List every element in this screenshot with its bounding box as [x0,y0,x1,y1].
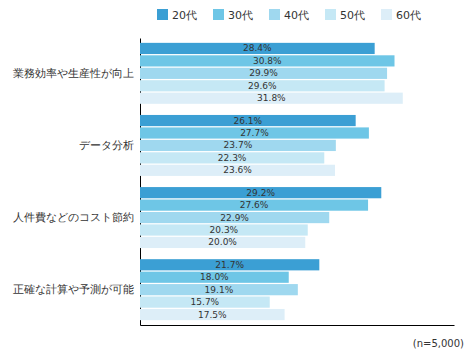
bar [140,200,368,211]
x-axis-line [141,325,455,326]
legend-item: 30代 [213,9,253,22]
bar [140,259,319,270]
bar [140,55,395,66]
data-label: 29.2% [246,188,275,198]
data-label: 26.1% [234,116,263,126]
data-label: 27.7% [240,128,269,138]
bar [140,272,289,283]
legend-item: 40代 [269,9,309,22]
bar [140,237,305,248]
data-label: 27.6% [240,200,269,210]
data-label: 21.7% [215,260,244,270]
note: (n=5,000) [413,338,464,349]
y-tick: 業務効率や生産性が向上 [13,67,140,79]
bar [140,297,270,308]
data-label: 22.9% [220,213,249,223]
y-tick: 正確な計算や予測が可能 [13,283,140,295]
legend-label: 30代 [228,9,253,22]
chart: 業務効率や生産性が向上データ分析人件費などのコスト節約正確な計算や予測が可能 28… [0,0,474,355]
bars [140,43,403,320]
y-tick: データ分析 [79,139,140,151]
y-tick-label: 人件費などのコスト節約 [13,211,134,223]
legend-swatch [269,9,280,20]
legend-label: 50代 [340,9,365,22]
plot: 業務効率や生産性が向上データ分析人件費などのコスト節約正確な計算や予測が可能 28… [13,39,455,326]
bar [140,284,298,295]
legend-swatch [325,9,336,20]
y-axis: 業務効率や生産性が向上データ分析人件費などのコスト節約正確な計算や予測が可能 [13,39,141,326]
data-label: 28.4% [243,43,272,53]
bar [140,127,369,138]
data-label: 20.3% [210,225,239,235]
data-label: 29.6% [248,81,277,91]
y-tick-label: データ分析 [79,139,134,151]
bar [140,140,336,151]
legend-label: 60代 [396,9,421,22]
legend-label: 40代 [284,9,309,22]
data-label: 31.8% [257,93,286,103]
legend-label: 20代 [172,9,197,22]
bar [140,224,308,235]
y-tick-label: 業務効率や生産性が向上 [13,67,134,79]
legend-item: 60代 [381,9,421,22]
bar [140,309,285,320]
x-axis [141,325,455,326]
legend-swatch [381,9,392,20]
legend-swatch [157,9,168,20]
data-label: 17.5% [198,310,227,320]
data-label: 30.8% [253,56,282,66]
y-tick-label: 正確な計算や予測が可能 [13,283,134,295]
bar [140,80,385,91]
legend: 20代 30代 40代 50代 60代 [157,9,421,22]
bar [140,68,387,79]
bar [140,93,403,104]
bar [140,43,375,54]
data-label: 20.0% [208,237,237,247]
data-label: 29.9% [249,68,278,78]
data-label: 23.7% [224,140,253,150]
data-label: 18.0% [200,272,229,282]
legend-swatch [213,9,224,20]
legend-item: 20代 [157,9,197,22]
data-label: 15.7% [191,297,220,307]
bar [140,152,324,163]
y-tick: 人件費などのコスト節約 [13,211,140,223]
data-label: 19.1% [205,285,234,295]
data-label: 23.6% [223,165,252,175]
legend-item: 50代 [325,9,365,22]
data-label: 22.3% [218,153,247,163]
bar [140,212,329,223]
data-labels: 28.4% 30.8% 29.9% 29.6% 31.8% 26.1% 27.7% 23.7%… [191,43,287,319]
bar [140,165,335,176]
bar [140,115,356,126]
bar [140,187,381,198]
